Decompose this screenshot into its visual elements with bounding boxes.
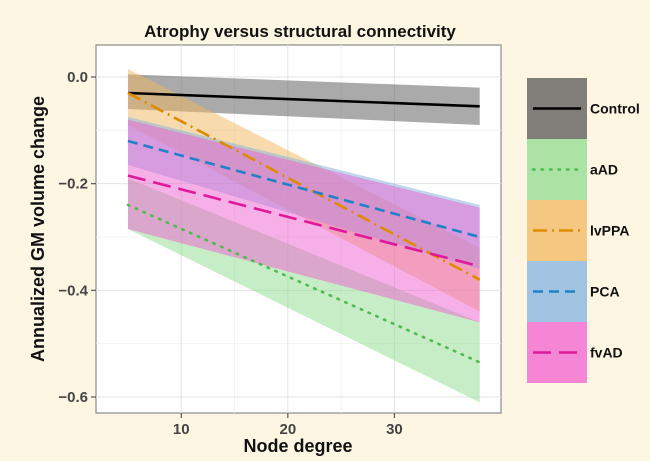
y-tick-label: −0.4: [58, 282, 88, 299]
x-tick-label: 10: [173, 421, 190, 438]
line-fvad: [127, 174, 481, 268]
y-axis-title: Annualized GM volume change: [28, 96, 48, 362]
line-lvppa: [127, 91, 481, 281]
y-tick-label: 0.0: [67, 69, 88, 86]
legend-label-fvad: fvAD: [590, 345, 623, 361]
legend: Control aAD lvPPA PCA fvAD: [527, 78, 640, 383]
chart-title: Atrophy versus structural connectivity: [144, 22, 456, 41]
y-tick-label: −0.2: [58, 176, 88, 193]
legend-label-pca: PCA: [590, 284, 620, 300]
trend-lines: [126, 91, 481, 364]
band-fvad: [127, 119, 480, 323]
legend-label-control: Control: [590, 101, 640, 117]
x-axis-title: Node degree: [243, 436, 352, 456]
x-tick-label: 20: [279, 421, 296, 438]
line-control: [127, 91, 480, 108]
x-tick-label: 30: [386, 421, 403, 438]
y-tick-label: −0.6: [58, 389, 88, 406]
legend-label-aad: aAD: [590, 162, 618, 178]
axes: 10 20 30 0.0 −0.2 −0.4 −0.6: [58, 69, 402, 438]
legend-label-lvppa: lvPPA: [590, 223, 629, 239]
line-pca: [127, 139, 481, 239]
